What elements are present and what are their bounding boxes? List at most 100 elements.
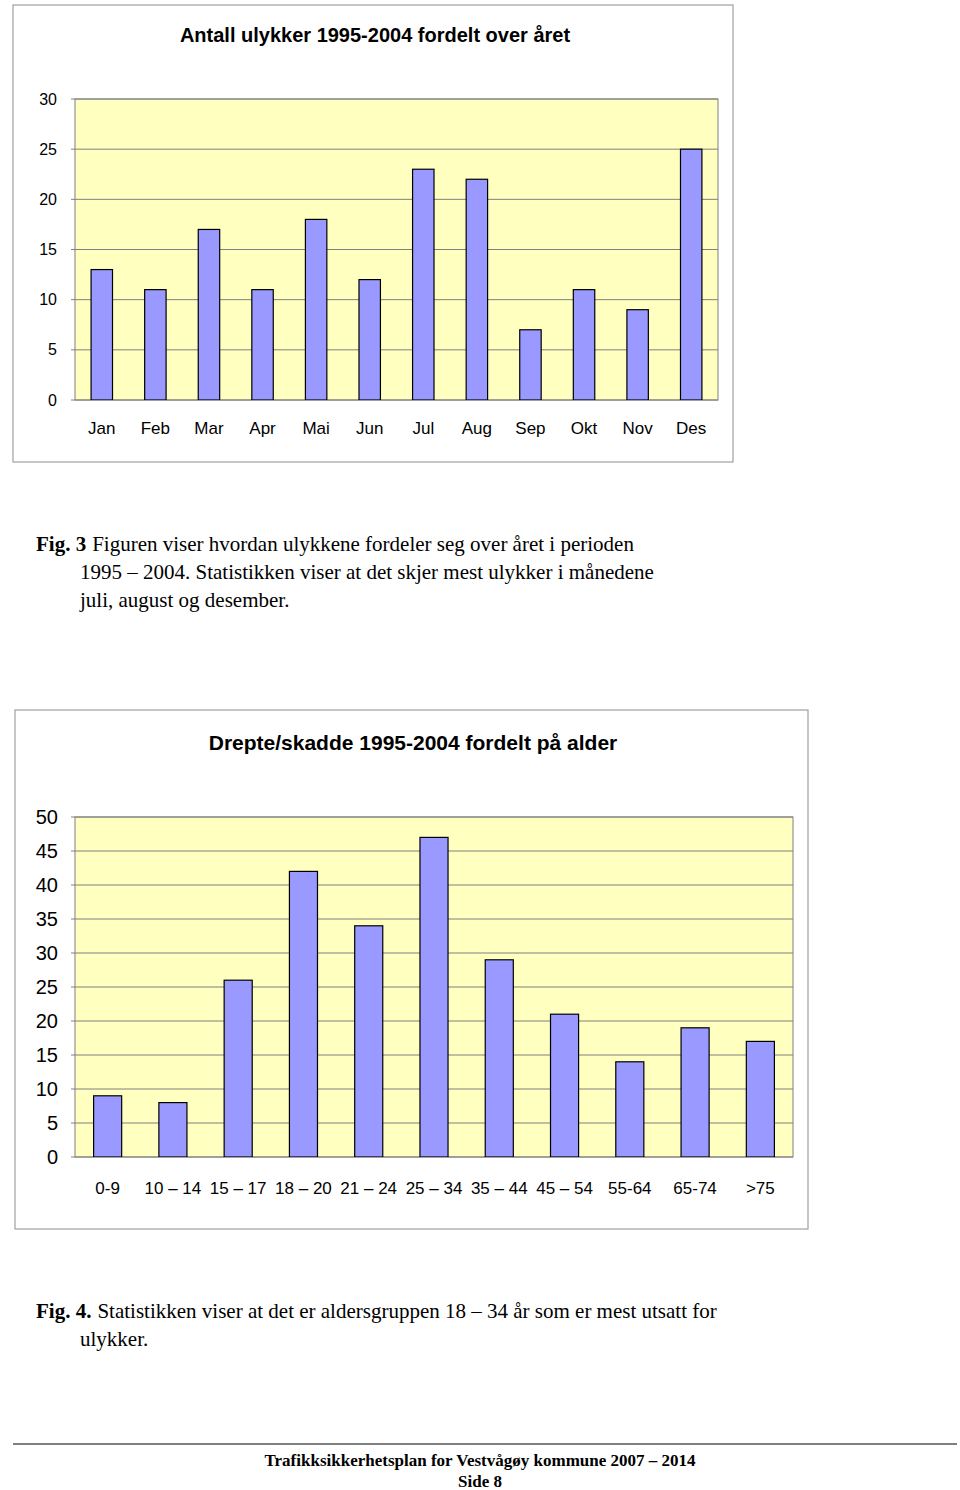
tick-label: 0 xyxy=(47,1146,58,1168)
category-label: 55-64 xyxy=(608,1179,651,1198)
category-label: 35 – 44 xyxy=(471,1179,528,1198)
tick-label: 25 xyxy=(39,141,57,158)
tick-label: 50 xyxy=(36,806,58,828)
category-label: Des xyxy=(676,419,706,438)
bars xyxy=(91,149,702,400)
tick-label: 10 xyxy=(36,1078,58,1100)
category-label: Jan xyxy=(88,419,115,438)
category-label: 65-74 xyxy=(673,1179,716,1198)
category-label: Sep xyxy=(515,419,545,438)
tick-mark xyxy=(71,919,75,920)
category-label: Mai xyxy=(302,419,329,438)
grid-line xyxy=(75,199,718,200)
grid-line xyxy=(75,299,718,300)
category-label: Jul xyxy=(412,419,434,438)
chart-title: Antall ulykker 1995-2004 fordelt over år… xyxy=(180,24,571,46)
chart: Drepte/skadde 1995-2004 fordelt på alder… xyxy=(15,710,808,1229)
bar xyxy=(252,290,273,400)
caption-text: Figuren viser hvordan ulykkene fordeler … xyxy=(92,532,634,556)
tick-label: 35 xyxy=(36,908,58,930)
bar xyxy=(413,169,434,400)
bar xyxy=(305,219,326,400)
bar xyxy=(94,1096,122,1157)
grid-line xyxy=(75,249,718,250)
tick-label: 15 xyxy=(36,1044,58,1066)
tick-mark xyxy=(71,1021,75,1022)
tick-label: 0 xyxy=(48,392,57,409)
category-label: 10 – 14 xyxy=(145,1179,202,1198)
category-label: 18 – 20 xyxy=(275,1179,332,1198)
category-label: 25 – 34 xyxy=(406,1179,463,1198)
category-label: Okt xyxy=(571,419,598,438)
tick-mark xyxy=(71,1089,75,1090)
tick-label: 20 xyxy=(39,191,57,208)
tick-mark xyxy=(71,885,75,886)
page: Antall ulykker 1995-2004 fordelt over år… xyxy=(0,0,960,1490)
category-label: 0-9 xyxy=(95,1179,120,1198)
tick-mark xyxy=(71,817,75,818)
footer-rule xyxy=(13,1444,957,1445)
tick-mark xyxy=(71,1157,75,1158)
tick-label: 10 xyxy=(39,291,57,308)
tick-mark xyxy=(71,987,75,988)
tick-mark xyxy=(71,400,75,401)
bar xyxy=(573,290,594,400)
bar xyxy=(616,1062,644,1157)
bar xyxy=(159,1103,187,1157)
bar xyxy=(520,330,541,400)
grid-line xyxy=(75,349,718,350)
tick-label: 30 xyxy=(39,91,57,108)
page-number: Side 8 xyxy=(458,1472,502,1490)
tick-label: 5 xyxy=(47,1112,58,1134)
plot-area xyxy=(75,817,793,1157)
tick-mark xyxy=(71,1055,75,1056)
page-background xyxy=(0,0,960,1490)
caption-text: Statistikken viser at det er aldersgrupp… xyxy=(97,1299,716,1323)
bar xyxy=(485,960,513,1157)
category-label: Apr xyxy=(249,419,276,438)
bar xyxy=(627,310,648,400)
plot-area xyxy=(75,99,718,400)
bar xyxy=(355,926,383,1157)
chart-title: Drepte/skadde 1995-2004 fordelt på alder xyxy=(209,731,618,754)
bar xyxy=(681,1028,709,1157)
tick-label: 20 xyxy=(36,1010,58,1032)
chart-frame xyxy=(15,710,808,1229)
caption-text: ulykker. xyxy=(80,1327,148,1351)
grid-line xyxy=(75,817,793,818)
tick-mark xyxy=(71,249,75,250)
chart-frame xyxy=(13,5,733,462)
bar xyxy=(680,149,701,400)
bar xyxy=(420,837,448,1157)
bar xyxy=(91,270,112,400)
category-label: >75 xyxy=(746,1179,775,1198)
category-label: Feb xyxy=(141,419,170,438)
category-label: Mar xyxy=(194,419,224,438)
tick-mark xyxy=(71,953,75,954)
category-label: 45 – 54 xyxy=(536,1179,593,1198)
tick-mark xyxy=(71,149,75,150)
tick-mark xyxy=(71,199,75,200)
tick-mark xyxy=(71,299,75,300)
tick-label: 5 xyxy=(48,341,57,358)
category-label: Jun xyxy=(356,419,383,438)
caption-text: juli, august og desember. xyxy=(79,588,289,612)
bar xyxy=(289,871,317,1157)
tick-label: 45 xyxy=(36,840,58,862)
tick-label: 25 xyxy=(36,976,58,998)
tick-label: 40 xyxy=(36,874,58,896)
tick-mark xyxy=(71,99,75,100)
caption-label: Fig. 3 xyxy=(36,532,86,556)
tick-mark xyxy=(71,1123,75,1124)
tick-mark xyxy=(71,349,75,350)
bar xyxy=(224,980,252,1157)
grid-line xyxy=(75,149,718,150)
bar xyxy=(551,1014,579,1157)
category-label: Aug xyxy=(462,419,492,438)
grid-line xyxy=(75,400,718,401)
bars xyxy=(94,837,775,1157)
category-label: 21 – 24 xyxy=(340,1179,397,1198)
bar xyxy=(466,179,487,400)
caption-text: 1995 – 2004. Statistikken viser at det s… xyxy=(80,560,654,584)
caption-label: Fig. 4. xyxy=(36,1299,91,1323)
